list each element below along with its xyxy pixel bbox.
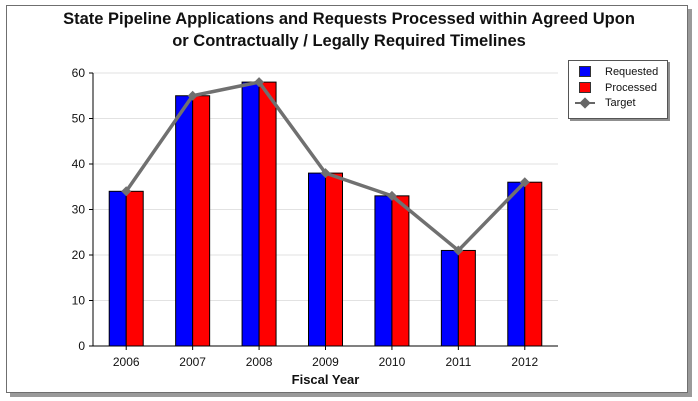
y-tick-label: 60 — [72, 66, 86, 80]
bar-requested-2010 — [374, 195, 393, 347]
legend-label-requested: Requested — [605, 66, 659, 78]
x-tick-label: 2006 — [113, 355, 140, 369]
y-tick-label: 10 — [72, 294, 86, 308]
y-tick-label: 30 — [72, 203, 86, 217]
legend-label-target: Target — [605, 97, 636, 109]
y-tick-label: 20 — [72, 248, 86, 262]
chart-title-line-1: State Pipeline Applications and Requests… — [63, 10, 635, 28]
bar-requested-2007 — [175, 95, 194, 347]
legend-swatch-requested — [579, 66, 591, 77]
legend-swatch-processed — [579, 82, 591, 93]
bar-requested-2009 — [308, 172, 326, 347]
bar-requested-2008 — [241, 81, 260, 347]
chart-title-line-2: or Contractually / Legally Required Time… — [172, 32, 526, 50]
legend-marker-target — [579, 97, 591, 109]
bar-requested-2006 — [108, 190, 127, 347]
bar-processed-2008 — [258, 81, 277, 347]
legend-item-processed: Processed — [575, 81, 661, 95]
target-marker-2006 — [121, 186, 132, 197]
bar-processed-2010 — [391, 195, 410, 347]
chart-title: State Pipeline Applications and Requests… — [0, 8, 698, 52]
bar-processed-2009 — [325, 172, 343, 347]
bar-requested-2011 — [440, 249, 459, 347]
x-tick-label: 2008 — [246, 355, 273, 369]
target-marker-2010 — [386, 190, 397, 201]
x-tick-label: 2009 — [312, 355, 339, 369]
target-marker-2011 — [453, 245, 464, 256]
bar-processed-2006 — [125, 190, 144, 347]
x-tick-label: 2007 — [179, 355, 206, 369]
target-marker-2009 — [320, 168, 331, 179]
chart-legend: Requested Processed Target — [568, 60, 668, 119]
bar-processed-2007 — [192, 95, 211, 347]
x-tick-label: 2011 — [445, 355, 471, 369]
x-tick-label: 2012 — [511, 355, 538, 369]
x-axis-label: Fiscal Year — [292, 372, 360, 387]
legend-label-processed: Processed — [605, 82, 657, 94]
bar-requested-2012 — [507, 181, 526, 347]
bar-processed-2011 — [457, 249, 476, 347]
x-tick-label: 2010 — [379, 355, 406, 369]
target-marker-2007 — [187, 90, 198, 101]
target-marker-2008 — [254, 77, 265, 88]
y-tick-label: 40 — [72, 157, 86, 171]
legend-item-requested: Requested — [575, 65, 661, 79]
y-tick-label: 50 — [72, 112, 86, 126]
legend-item-target: Target — [575, 96, 661, 110]
target-marker-2012 — [519, 177, 530, 188]
bar-processed-2012 — [524, 181, 543, 347]
y-tick-label: 0 — [78, 339, 85, 353]
